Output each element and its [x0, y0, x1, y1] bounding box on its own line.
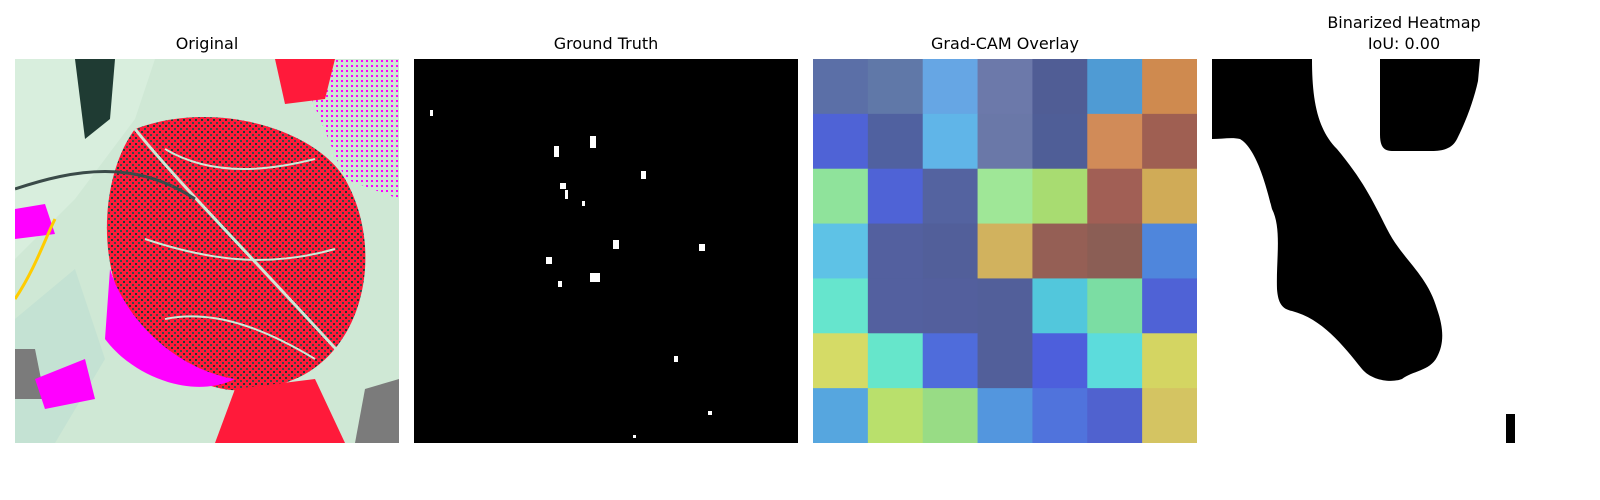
gradcam-cell — [867, 168, 924, 225]
gradcam-cell — [977, 388, 1033, 443]
panel-title-binarized: Binarized Heatmap — [1327, 13, 1481, 32]
mask-blob — [582, 201, 585, 206]
binarized-mask — [1212, 59, 1596, 443]
gradcam-cell — [977, 278, 1033, 334]
gradcam-cell — [977, 223, 1033, 279]
mask-blob — [430, 110, 433, 116]
panel-title-gradcam: Grad-CAM Overlay — [931, 34, 1079, 53]
gradcam-svg — [813, 59, 1197, 443]
mask-blob — [560, 183, 566, 189]
gradcam-cell — [1087, 113, 1143, 170]
gradcam-cell — [922, 223, 979, 279]
gradcam-cell — [867, 388, 924, 443]
panel-title-ground-truth: Ground Truth — [553, 34, 659, 53]
gradcam-cell — [1032, 388, 1088, 443]
gradcam-cell — [1032, 333, 1088, 389]
panel-ground-truth: Ground Truth — [414, 0, 798, 460]
gradcam-cell — [867, 223, 924, 279]
gradcam-cell — [1032, 278, 1088, 334]
mask-blob — [641, 171, 646, 179]
gradcam-cell — [977, 333, 1033, 389]
gradcam-cell — [1032, 113, 1088, 170]
gradcam-cell — [1032, 59, 1088, 115]
mask-blob — [708, 411, 712, 415]
gradcam-cell — [867, 59, 924, 115]
gradcam-cell — [922, 59, 979, 115]
gradcam-cell — [1032, 223, 1088, 279]
binary-region — [1380, 59, 1480, 151]
gradcam-cell — [813, 278, 869, 334]
gradcam-cell — [813, 168, 869, 225]
gradcam-cell — [1142, 168, 1197, 225]
mask-svg — [414, 59, 798, 443]
gradcam-cell — [813, 59, 869, 115]
gradcam-cell — [867, 278, 924, 334]
ground-truth-mask — [414, 59, 798, 443]
gradcam-cell — [1087, 278, 1143, 334]
mask-blob — [558, 281, 562, 287]
gradcam-cell — [1087, 223, 1143, 279]
gradcam-cell — [813, 388, 869, 443]
gradcam-cell — [867, 333, 924, 389]
gradcam-cell — [1087, 59, 1143, 115]
panel-binarized: Binarized Heatmap IoU: 0.00 — [1212, 0, 1596, 460]
gradcam-cell — [977, 168, 1033, 225]
mask-blob — [590, 273, 600, 282]
gradcam-cell — [813, 333, 869, 389]
panel-gradcam: Grad-CAM Overlay — [813, 0, 1197, 460]
mask-blob — [633, 435, 636, 438]
gradcam-cell — [922, 333, 979, 389]
gradcam-cell — [977, 59, 1033, 115]
binarized-svg — [1212, 59, 1596, 443]
binary-region — [1212, 59, 1443, 381]
mask-blob — [674, 356, 678, 362]
leaf-photo — [15, 59, 399, 443]
gradcam-cell — [922, 168, 979, 225]
gradcam-cell — [922, 113, 979, 170]
gradcam-cell — [977, 113, 1033, 170]
gradcam-cell — [1142, 113, 1197, 170]
gradcam-cell — [813, 223, 869, 279]
gradcam-cell — [813, 113, 869, 170]
gradcam-cell — [1087, 388, 1143, 443]
mask-blob — [565, 190, 568, 199]
gradcam-cell — [922, 388, 979, 443]
panel-original: Original — [15, 0, 399, 460]
gradcam-cell — [867, 113, 924, 170]
gradcam-cell — [1032, 168, 1088, 225]
mask-blob — [613, 240, 619, 249]
mask-blob — [554, 146, 559, 157]
panel-title-original: Original — [175, 34, 239, 53]
binary-region — [1506, 414, 1515, 443]
gradcam-cell — [1142, 388, 1197, 443]
gradcam-cell — [1087, 333, 1143, 389]
gradcam-cell — [1142, 278, 1197, 334]
mask-blob — [546, 257, 552, 264]
mask-blob — [699, 244, 705, 251]
gradcam-cell — [1142, 333, 1197, 389]
gradcam-heatmap — [813, 59, 1197, 443]
gradcam-cell — [1142, 223, 1197, 279]
gradcam-cell — [1142, 59, 1197, 115]
original-image — [15, 59, 399, 443]
gradcam-cell — [1087, 168, 1143, 225]
mask-blob — [590, 136, 596, 148]
iou-label: IoU: 0.00 — [1367, 34, 1441, 53]
gradcam-cell — [922, 278, 979, 334]
